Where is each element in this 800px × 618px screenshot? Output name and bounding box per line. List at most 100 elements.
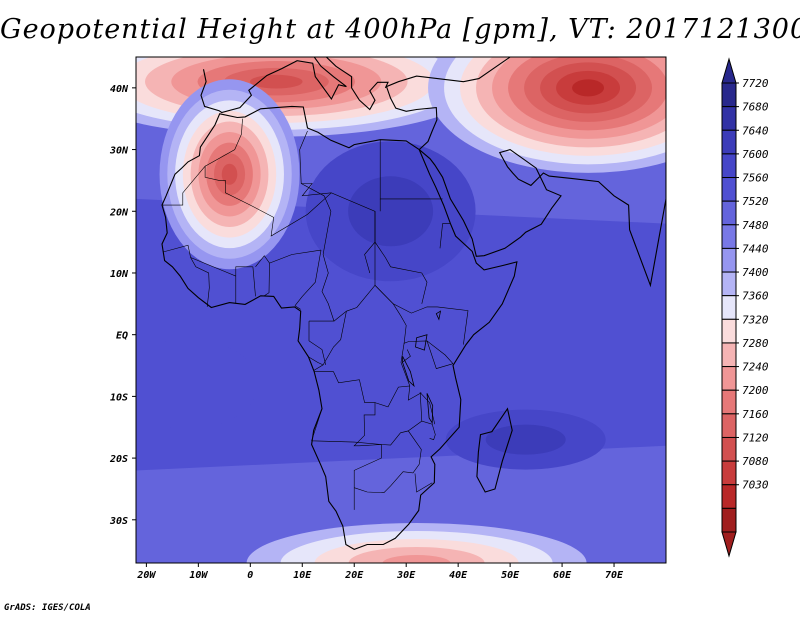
- lat-tick-label: 30S: [109, 516, 128, 527]
- colorbar-segment: [721, 247, 737, 273]
- colorbar-segment: [721, 224, 737, 249]
- low-central-asia: [428, 57, 666, 173]
- lat-tick-label: EQ: [116, 331, 128, 342]
- country-border: [311, 408, 382, 510]
- country-border: [294, 305, 301, 310]
- colorbar-label: 7560: [742, 172, 769, 185]
- colorbar-segment: [721, 318, 737, 344]
- colorbar-label: 7360: [742, 290, 769, 303]
- lon-tick-label: 10W: [189, 570, 208, 581]
- country-border: [308, 321, 326, 365]
- lon-tick-label: 10E: [293, 570, 312, 581]
- low-west-africa: [159, 79, 300, 270]
- colorbar-segment: [721, 177, 737, 202]
- colorbar-segment: [721, 106, 737, 131]
- lake-outline: [426, 393, 434, 425]
- country-border: [309, 195, 335, 322]
- colorbar-segment: [721, 82, 737, 108]
- lake-outline: [435, 310, 442, 321]
- country-border: [204, 118, 243, 167]
- country-border: [294, 250, 322, 306]
- colorbar-segment: [721, 342, 737, 368]
- country-border: [308, 356, 324, 366]
- colorbar: 7720 7680 7640 7600 7560 7520 7480 7440 7400 7360…: [721, 57, 769, 558]
- country-border: [414, 473, 433, 493]
- lon-tick-label: 0: [247, 570, 253, 581]
- country-border: [252, 266, 256, 297]
- map-title: Geopotential Height at 400hPa [gpm], VT:…: [0, 14, 800, 45]
- colorbar-label: 7030: [742, 479, 769, 492]
- country-border: [354, 430, 422, 494]
- asia-coast: [385, 57, 666, 288]
- colorbar-segment: [721, 460, 737, 486]
- colorbar-segment: [721, 366, 737, 391]
- colorbar-label: 7320: [742, 313, 769, 326]
- high-mozambique: [445, 409, 606, 470]
- colorbar-label: 7160: [742, 408, 769, 421]
- low-europe: [136, 57, 487, 137]
- colorbar-segment: [721, 295, 737, 320]
- colorbar-segment: [721, 200, 737, 226]
- colorbar-segment: [721, 271, 737, 297]
- coastlines: [161, 57, 666, 551]
- colorbar-label: 7120: [742, 431, 769, 444]
- country-border: [314, 371, 382, 447]
- country-border: [426, 340, 454, 369]
- lat-tick-label: 20N: [109, 207, 129, 218]
- country-border: [333, 284, 454, 364]
- lat-tick-label: 30N: [109, 146, 129, 157]
- colorbar-segment: [721, 129, 737, 155]
- longitude-axis: 20W 10W 0 10E 20E 30E 40E 50E 60E 70E: [136, 563, 624, 581]
- colorbar-label: 7200: [742, 384, 769, 397]
- colorbar-label: 7080: [742, 455, 769, 468]
- country-border: [269, 249, 322, 264]
- colorbar-label: 7280: [742, 337, 769, 350]
- country-border: [162, 244, 210, 307]
- grads-credit: GrADS: IGES/COLA: [4, 603, 91, 613]
- country-border: [301, 183, 325, 197]
- latitude-axis: 40N 30N 20N 10N EQ 10S 20S 30S: [109, 84, 136, 527]
- colorbar-label: 7400: [742, 266, 769, 279]
- colorbar-label: 7240: [742, 361, 769, 374]
- colorbar-label: 7720: [742, 77, 769, 90]
- colorbar-bottom-arrow: [721, 531, 737, 558]
- country-border: [374, 385, 422, 408]
- colorbar-label: 7440: [742, 242, 769, 255]
- lon-tick-label: 50E: [501, 570, 520, 581]
- colorbar-segment: [721, 484, 737, 509]
- tropical-band: [136, 198, 666, 471]
- lon-tick-label: 40E: [449, 570, 468, 581]
- country-border: [313, 311, 347, 371]
- colorbar-segment: [721, 389, 737, 415]
- madagascar-coast: [476, 407, 513, 493]
- country-border: [190, 257, 253, 304]
- lon-tick-label: 30E: [396, 570, 416, 581]
- lat-tick-label: 10S: [110, 392, 128, 403]
- colorbar-segment: [721, 413, 737, 438]
- country-border: [439, 223, 451, 249]
- lon-tick-label: 70E: [605, 570, 624, 581]
- country-border: [400, 343, 411, 387]
- lon-tick-label: 20W: [136, 570, 156, 581]
- colorbar-label: 7520: [742, 195, 769, 208]
- lat-tick-label: 20S: [109, 454, 128, 465]
- country-border: [299, 130, 332, 197]
- high-sudan: [305, 141, 476, 282]
- plot-frame: [135, 56, 667, 564]
- colorbar-segment: [721, 436, 737, 462]
- colorbar-label: 7480: [742, 219, 769, 232]
- low-south-atlantic: [246, 523, 587, 563]
- lake-outline: [402, 356, 415, 388]
- colorbar-segment: [721, 507, 737, 533]
- colorbar-segment: [721, 153, 737, 179]
- colorbar-label: 7600: [742, 148, 769, 161]
- lat-tick-label: 10N: [110, 269, 129, 280]
- country-border: [374, 241, 428, 304]
- height-field: [136, 57, 666, 563]
- africa-coast: [161, 105, 518, 551]
- lake-outline: [415, 334, 428, 351]
- lon-tick-label: 60E: [553, 570, 572, 581]
- country-border: [408, 420, 436, 440]
- lon-tick-label: 20E: [344, 570, 364, 581]
